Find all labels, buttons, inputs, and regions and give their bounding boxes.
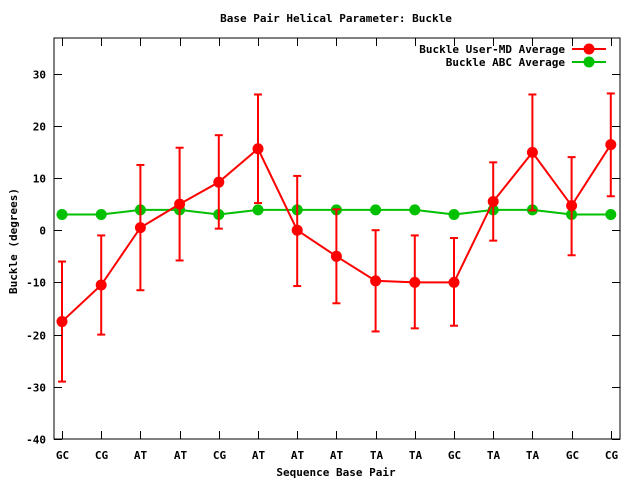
x-tick-label: GC bbox=[448, 449, 461, 462]
series-user-md bbox=[56, 92, 617, 383]
data-point bbox=[330, 250, 342, 262]
data-point bbox=[174, 198, 186, 210]
y-tick-label: 30 bbox=[33, 69, 46, 82]
x-tick-label: TA bbox=[409, 449, 423, 462]
data-point bbox=[95, 279, 107, 291]
y-tick-label: -20 bbox=[26, 330, 46, 343]
legend-marker bbox=[583, 43, 595, 55]
data-point bbox=[252, 143, 264, 155]
x-tick-label: AT bbox=[134, 449, 148, 462]
data-point bbox=[566, 200, 578, 212]
data-point bbox=[134, 222, 146, 234]
legend-label: Buckle ABC Average bbox=[446, 56, 566, 69]
chart-title: Base Pair Helical Parameter: Buckle bbox=[220, 12, 452, 25]
plot-area bbox=[56, 92, 617, 383]
y-tick-label: 0 bbox=[39, 225, 46, 238]
data-point bbox=[291, 224, 303, 236]
x-tick-label: AT bbox=[174, 449, 188, 462]
data-point bbox=[409, 276, 421, 288]
x-tick-label: TA bbox=[526, 449, 540, 462]
x-tick-label: TA bbox=[487, 449, 501, 462]
y-tick-label: -40 bbox=[26, 434, 46, 447]
legend-label: Buckle User-MD Average bbox=[419, 43, 565, 56]
data-point bbox=[487, 195, 499, 207]
legend-marker bbox=[583, 56, 595, 68]
x-tick-label: GC bbox=[566, 449, 579, 462]
y-tick-label: -10 bbox=[26, 277, 46, 290]
x-tick-label: AT bbox=[252, 449, 266, 462]
y-tick-label: -30 bbox=[26, 382, 46, 395]
y-axis-label: Buckle (degrees) bbox=[7, 188, 20, 294]
data-point bbox=[56, 209, 68, 221]
data-point bbox=[448, 276, 460, 288]
data-point bbox=[526, 146, 538, 158]
data-point bbox=[213, 176, 225, 188]
data-point bbox=[252, 204, 264, 216]
x-tick-label: CG bbox=[213, 449, 227, 462]
data-point bbox=[409, 204, 421, 216]
x-tick-label: GC bbox=[56, 449, 69, 462]
data-point bbox=[448, 209, 460, 221]
x-tick-label: CG bbox=[95, 449, 109, 462]
x-tick-label: AT bbox=[291, 449, 305, 462]
data-point bbox=[95, 209, 107, 221]
data-point bbox=[370, 275, 382, 287]
x-tick-label: TA bbox=[370, 449, 384, 462]
x-tick-label: CG bbox=[605, 449, 619, 462]
x-tick-label: AT bbox=[330, 449, 344, 462]
data-point bbox=[605, 139, 617, 151]
axes: -40 -30 -20 -10 0 10 20 30 GC CG AT AT CG AT AT AT TA TA G… bbox=[26, 37, 621, 462]
y-tick-label: 10 bbox=[33, 173, 46, 186]
data-point bbox=[370, 204, 382, 216]
x-axis-label: Sequence Base Pair bbox=[276, 466, 396, 479]
data-point bbox=[605, 209, 617, 221]
y-tick-label: 20 bbox=[33, 121, 46, 134]
data-point bbox=[56, 316, 68, 328]
